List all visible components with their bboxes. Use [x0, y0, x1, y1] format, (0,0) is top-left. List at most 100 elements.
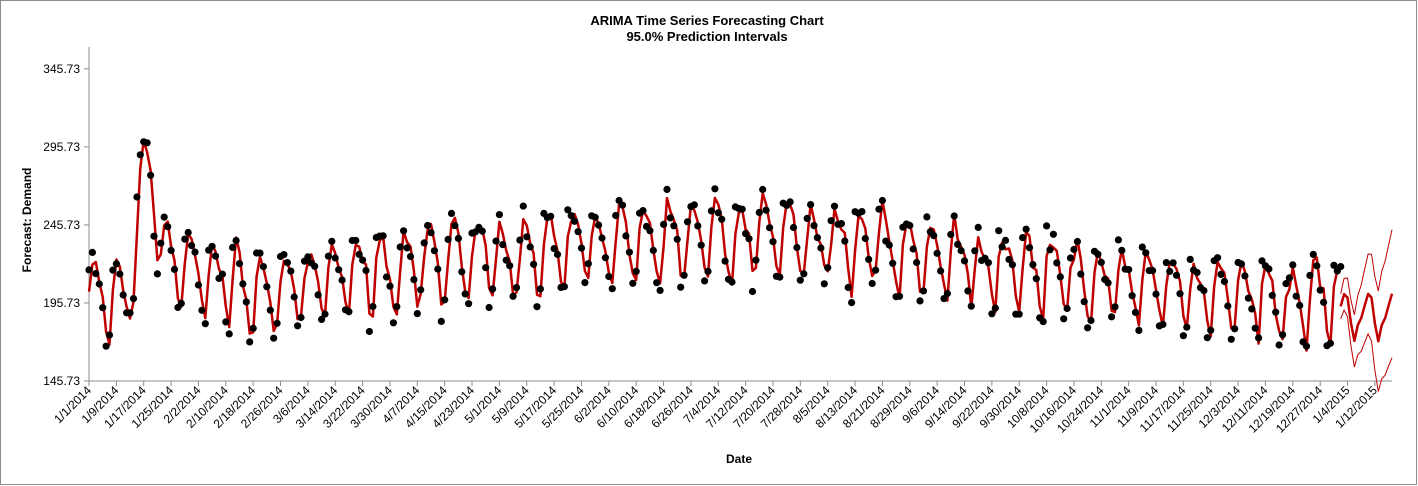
actual-point: [1220, 277, 1228, 286]
actual-point: [574, 228, 582, 236]
actual-point: [235, 260, 244, 268]
actual-point: [266, 306, 274, 314]
actual-point: [653, 279, 661, 287]
actual-point: [92, 270, 100, 278]
actual-point: [427, 229, 435, 237]
actual-point: [933, 249, 941, 257]
actual-point: [318, 315, 326, 323]
actual-point: [1029, 261, 1037, 269]
actual-point: [150, 232, 158, 240]
actual-point: [526, 243, 534, 251]
actual-point: [536, 285, 545, 293]
actual-point: [430, 247, 438, 255]
actual-point: [1015, 310, 1023, 318]
actual-point: [1231, 325, 1239, 333]
actual-point: [916, 297, 924, 305]
actual-point: [913, 258, 921, 267]
actual-point: [194, 281, 202, 289]
actual-point: [119, 291, 127, 299]
actual-point: [974, 223, 982, 231]
chart-title: ARIMA Time Series Forecasting Chart: [590, 13, 824, 28]
actual-point: [796, 276, 804, 284]
actual-point: [523, 233, 531, 241]
actual-point: [663, 185, 671, 193]
actual-point: [129, 295, 138, 303]
actual-point: [259, 263, 267, 271]
actual-point: [820, 280, 828, 288]
actual-point: [728, 278, 736, 286]
actual-point: [99, 304, 107, 312]
actual-point: [1025, 244, 1034, 252]
actual-point: [482, 264, 490, 272]
actual-point: [396, 243, 404, 251]
actual-point: [1043, 222, 1051, 230]
actual-point: [386, 282, 394, 290]
actual-point: [660, 220, 668, 228]
actual-point: [885, 241, 893, 249]
actual-point: [147, 171, 155, 179]
actual-point: [690, 201, 698, 209]
actual-point: [88, 248, 96, 256]
actual-point: [369, 302, 377, 311]
actual-point: [639, 207, 647, 215]
actual-point: [160, 213, 168, 221]
actual-point: [858, 208, 866, 216]
actual-point: [1118, 246, 1126, 254]
actual-point: [800, 270, 808, 278]
actual-point: [721, 257, 729, 265]
actual-point: [465, 300, 473, 308]
actual-point: [656, 286, 664, 294]
actual-point: [1244, 294, 1252, 302]
actual-point: [1070, 245, 1078, 254]
actual-point: [629, 279, 637, 287]
actual-point: [923, 213, 931, 221]
actual-point: [256, 249, 264, 257]
actual-point: [201, 320, 209, 328]
actual-point: [1032, 275, 1040, 283]
actual-point: [506, 262, 514, 270]
actual-point: [495, 211, 503, 219]
actual-point: [211, 252, 220, 260]
actual-point: [1255, 334, 1263, 342]
actual-point: [704, 267, 712, 275]
actual-point: [1306, 271, 1314, 279]
actual-point: [229, 243, 237, 251]
actual-point: [694, 222, 702, 230]
actual-point: [362, 266, 370, 275]
actual-point: [680, 271, 688, 279]
actual-point: [1183, 323, 1191, 331]
actual-point: [1214, 254, 1222, 262]
actual-point: [1063, 304, 1071, 313]
actual-point: [1087, 316, 1095, 325]
actual-point: [331, 254, 339, 262]
actual-point: [625, 248, 634, 256]
actual-point: [649, 246, 657, 254]
actual-point: [878, 196, 887, 205]
actual-point: [984, 259, 993, 267]
actual-point: [571, 217, 579, 225]
actual-point: [1313, 262, 1321, 270]
actual-point: [406, 252, 415, 261]
actual-point: [109, 266, 117, 274]
actual-point: [499, 241, 507, 249]
actual-point: [618, 201, 627, 209]
actual-point: [1049, 230, 1057, 238]
x-axis-title: Date: [726, 452, 752, 466]
actual-point: [677, 283, 685, 291]
actual-point: [622, 232, 630, 240]
actual-point: [1207, 326, 1215, 334]
actual-point: [379, 232, 387, 240]
actual-point: [324, 252, 332, 260]
actual-point: [410, 276, 418, 284]
actual-point: [297, 313, 305, 322]
actual-point: [167, 246, 175, 254]
actual-point: [991, 304, 999, 312]
actual-point: [1309, 250, 1317, 258]
y-tick-label-2: 245.73: [43, 218, 80, 232]
actual-point: [1289, 261, 1297, 269]
actual-point: [509, 292, 517, 300]
actual-point: [352, 236, 360, 245]
actual-point: [239, 280, 247, 288]
actual-point: [533, 303, 541, 311]
actual-point: [714, 209, 722, 217]
